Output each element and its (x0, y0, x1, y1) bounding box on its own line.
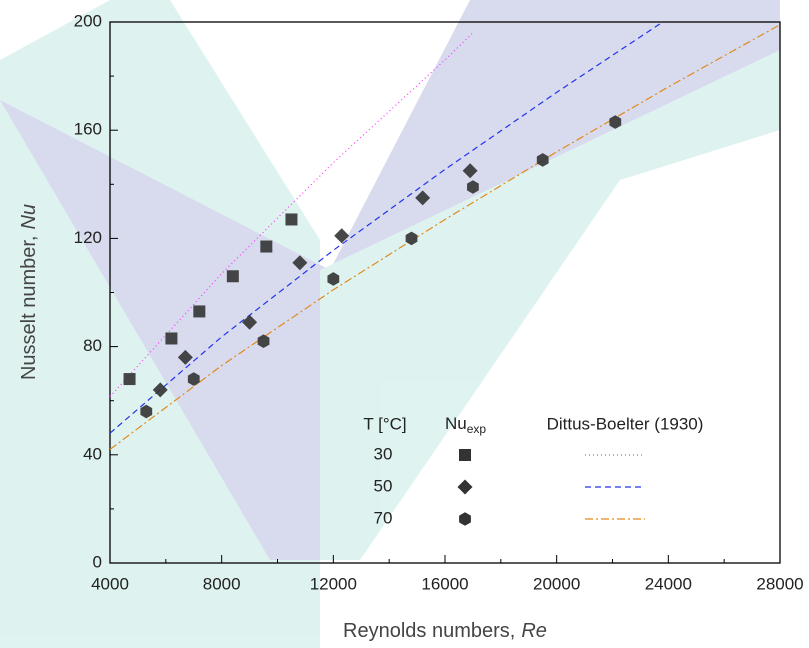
fit-line (109, 21, 664, 434)
data-point (285, 213, 298, 226)
y-axis-title: Nusselt number, Nu (18, 204, 40, 380)
data-point (405, 231, 418, 246)
watermark (0, 0, 780, 648)
legend-header-sub: exp (467, 422, 487, 436)
data-point (177, 349, 193, 365)
data-point (123, 373, 136, 386)
x-axis-label: Reynolds numbers, (343, 620, 515, 642)
y-tick-label: 80 (83, 336, 102, 355)
y-axis-symbol: Nu (18, 204, 40, 230)
fit-line (109, 32, 474, 398)
data-point (292, 255, 308, 271)
data-point (152, 382, 168, 398)
x-tick-label: 4000 (91, 574, 129, 593)
x-axis-symbol: Re (521, 620, 547, 642)
y-tick-label: 160 (74, 120, 102, 139)
y-tick-label: 0 (93, 552, 102, 571)
data-point (536, 153, 549, 167)
data-point (467, 180, 479, 194)
x-tick-label: 12000 (310, 574, 357, 593)
legend-label: 30 (374, 444, 393, 463)
legend-header: Dittus-Boelter (1930) (547, 414, 704, 433)
legend-marker (459, 512, 471, 526)
watermark-shape (0, 100, 330, 560)
fit-line (109, 24, 781, 450)
legend-label: 50 (374, 476, 393, 495)
data-point (242, 314, 258, 330)
legend-header: Nuexp (445, 414, 486, 436)
x-tick-label: 16000 (421, 574, 468, 593)
y-tick-label: 120 (74, 228, 102, 247)
y-tick-label: 200 (74, 11, 102, 30)
data-point (257, 334, 270, 348)
y-axis-label: Nusselt number, (18, 236, 40, 381)
x-tick-label: 8000 (203, 574, 241, 593)
watermark-shape (0, 0, 320, 648)
x-tick-label: 20000 (533, 574, 580, 593)
data-point (609, 115, 622, 129)
x-axis-title: Reynolds numbers, Re (343, 620, 547, 642)
data-point (327, 272, 340, 286)
legend-header: T [°C] (363, 414, 406, 433)
data-point (462, 163, 478, 179)
data-point (140, 404, 153, 419)
x-tick-label: 28000 (756, 574, 803, 593)
legend: T [°C] Nuexp Dittus-Boelter (1930) (363, 414, 703, 436)
y-tick-label: 40 (83, 444, 102, 463)
data-point (193, 305, 206, 318)
legend-marker (457, 479, 473, 495)
data-point (165, 332, 178, 345)
data-point (260, 240, 273, 253)
legend-header-main: Nu (445, 414, 467, 433)
data-point (415, 190, 431, 206)
watermark-shape (320, 50, 780, 560)
data-point (187, 372, 200, 386)
legend-marker (459, 449, 471, 461)
data-point (226, 270, 239, 283)
watermark-shape (330, 0, 780, 270)
x-tick-label: 24000 (645, 574, 692, 593)
data-point (334, 228, 350, 244)
legend-label: 70 (374, 508, 393, 527)
